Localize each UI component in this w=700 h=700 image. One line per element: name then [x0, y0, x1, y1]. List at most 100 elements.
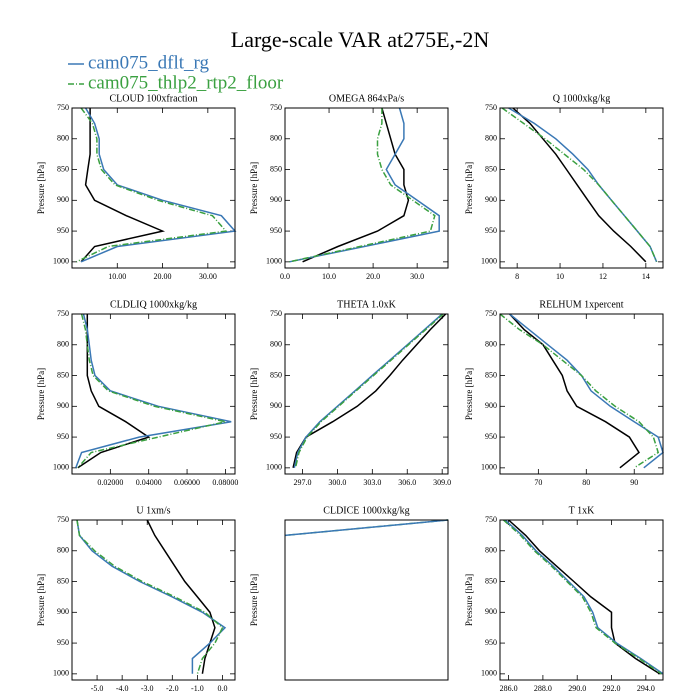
panel-title: OMEGA 864xPa/s	[329, 93, 404, 104]
panel-title: CLDLIQ 1000xkg/kg	[110, 299, 197, 310]
x-tick-label: 292.0	[603, 684, 621, 693]
y-tick-label: 750	[485, 515, 497, 524]
y-tick-label: 1000	[266, 463, 282, 472]
panel-title: THETA 1.0xK	[337, 299, 396, 310]
x-tick-label: 286.0	[500, 684, 518, 693]
panel-title: CLDICE 1000xkg/kg	[323, 505, 409, 516]
y-tick-label: 750	[270, 103, 282, 112]
y-tick-label: 850	[270, 370, 282, 379]
plot-frame	[284, 519, 449, 681]
y-tick-label: 950	[485, 226, 497, 235]
y-tick-label: 850	[485, 576, 497, 585]
x-tick-label: 303.0	[363, 478, 381, 487]
x-tick-label: -3.0	[141, 684, 154, 693]
y-tick-label: 900	[485, 607, 497, 616]
panel-title: RELHUM 1xpercent	[539, 299, 623, 310]
panel-title: T 1xK	[569, 505, 595, 516]
profile-line	[499, 313, 660, 469]
x-tick-label: 306.0	[398, 478, 416, 487]
plot-frame	[499, 313, 664, 475]
x-tick-label: 288.0	[534, 684, 552, 693]
plot-frame	[284, 107, 449, 269]
y-tick-label: 800	[57, 340, 69, 349]
plot-frame	[499, 107, 664, 269]
y-tick-label: 950	[270, 432, 282, 441]
panel-title: Q 1000xkg/kg	[553, 93, 611, 104]
x-tick-label: -2.0	[166, 684, 179, 693]
y-tick-label: 850	[485, 164, 497, 173]
y-tick-label: 850	[57, 164, 69, 173]
x-tick-label: 20.0	[366, 272, 380, 281]
y-tick-label: 900	[57, 401, 69, 410]
y-tick-label: 750	[485, 309, 497, 318]
y-tick-label: 900	[270, 195, 282, 204]
y-tick-label: 1000	[481, 669, 497, 678]
plot-frame	[499, 519, 664, 681]
x-tick-label: 0.04000	[136, 478, 162, 487]
y-axis-label: Pressure [hPa]	[36, 368, 46, 420]
y-axis-label: Pressure [hPa]	[464, 162, 474, 214]
x-tick-label: 10.00	[108, 272, 126, 281]
profile-line	[77, 313, 226, 469]
y-tick-label: 900	[485, 401, 497, 410]
y-tick-label: 800	[57, 546, 69, 555]
profile-line	[504, 519, 664, 675]
profile-line	[76, 107, 228, 263]
x-tick-label: 0.0	[280, 272, 290, 281]
panel-title: CLOUD 100xfraction	[109, 93, 197, 104]
profile-line	[501, 107, 658, 263]
y-tick-label: 800	[57, 134, 69, 143]
x-tick-label: 10.0	[322, 272, 336, 281]
profile-line	[509, 313, 640, 469]
y-axis-label: Pressure [hPa]	[464, 368, 474, 420]
y-tick-label: 950	[270, 226, 282, 235]
y-tick-label: 850	[57, 576, 69, 585]
y-tick-label: 800	[485, 546, 497, 555]
profile-line	[509, 313, 664, 469]
profile-line	[80, 108, 166, 263]
plot-frame	[71, 313, 236, 475]
y-tick-label: 750	[57, 515, 69, 524]
x-tick-label: -4.0	[116, 684, 129, 693]
x-tick-label: 294.0	[637, 684, 655, 693]
y-tick-label: 950	[485, 638, 497, 647]
x-tick-label: 30.0	[410, 272, 424, 281]
profile-line	[292, 313, 447, 468]
y-tick-label: 1000	[53, 669, 69, 678]
x-tick-label: 14	[642, 272, 650, 281]
y-tick-label: 750	[57, 103, 69, 112]
y-axis-label: Pressure [hPa]	[249, 368, 259, 420]
y-axis-label: Pressure [hPa]	[36, 574, 46, 626]
profile-line	[512, 107, 647, 263]
y-tick-label: 800	[485, 340, 497, 349]
y-tick-label: 850	[270, 164, 282, 173]
x-tick-label: 0.06000	[174, 478, 200, 487]
y-tick-label: 850	[485, 370, 497, 379]
x-tick-label: 90	[630, 478, 638, 487]
x-tick-label: 300.0	[328, 478, 346, 487]
profile-line	[289, 107, 440, 263]
plot-frame	[71, 107, 236, 269]
x-tick-label: 8	[515, 272, 519, 281]
y-tick-label: 750	[270, 309, 282, 318]
y-tick-label: 1000	[481, 257, 497, 266]
x-tick-label: 297.0	[293, 478, 311, 487]
x-tick-label: 30.00	[199, 272, 217, 281]
y-tick-label: 900	[270, 401, 282, 410]
y-tick-label: 900	[57, 607, 69, 616]
profile-line	[508, 107, 658, 263]
y-tick-label: 1000	[481, 463, 497, 472]
y-tick-label: 900	[57, 195, 69, 204]
profile-line	[302, 107, 410, 263]
plot-frame	[71, 519, 236, 681]
x-tick-label: 12	[599, 272, 607, 281]
panel-title: U 1xm/s	[136, 505, 170, 516]
x-tick-label: 80	[582, 478, 590, 487]
y-tick-label: 950	[57, 432, 69, 441]
legend-label: cam075_thlp2_rtp2_floor	[88, 72, 284, 93]
x-tick-label: 10	[556, 272, 564, 281]
profile-line	[294, 313, 444, 468]
plot-frame	[284, 313, 449, 475]
x-tick-label: 0.08000	[212, 478, 238, 487]
